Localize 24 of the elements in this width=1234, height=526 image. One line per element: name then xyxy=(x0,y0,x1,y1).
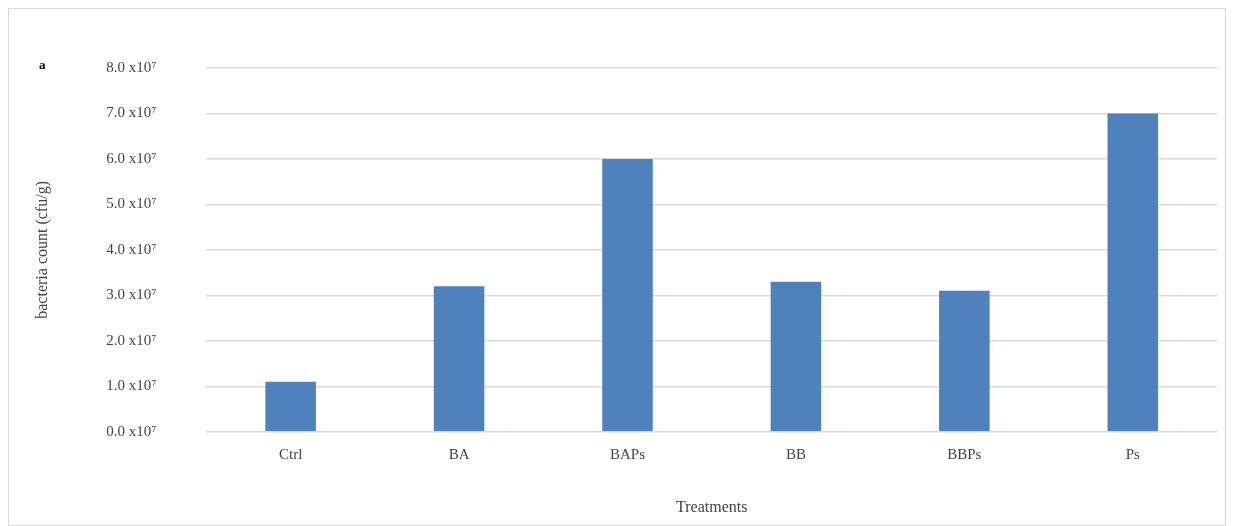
x-axis-title: Treatments xyxy=(676,497,748,515)
y-tick-label: 3.0 x10⁷ xyxy=(106,286,157,303)
x-tick-label: BB xyxy=(785,445,806,462)
y-tick-label: 6.0 x10⁷ xyxy=(106,149,157,166)
y-tick-label: 0.0 x10⁷ xyxy=(106,422,157,439)
bar xyxy=(770,281,822,432)
y-tick-label: 8.0 x10⁷ xyxy=(106,58,157,75)
y-axis-title: bacteria count (cfu/g) xyxy=(32,181,51,319)
y-tick-label: 2.0 x10⁷ xyxy=(106,331,157,348)
x-tick-label: BAPs xyxy=(609,445,646,462)
x-tick-label: Ctrl xyxy=(278,445,303,462)
bar xyxy=(939,290,990,432)
y-tick-label: 5.0 x10⁷ xyxy=(106,195,157,212)
y-tick-label: 7.0 x10⁷ xyxy=(106,104,157,121)
bar xyxy=(433,286,485,432)
bar xyxy=(265,381,316,432)
bar xyxy=(1107,113,1159,432)
y-tick-label: 1.0 x10⁷ xyxy=(106,377,157,394)
x-tick-label: BBPs xyxy=(947,445,982,462)
x-tick-label: Ps xyxy=(1125,445,1141,462)
bar xyxy=(602,158,653,432)
text: a xyxy=(39,57,46,73)
y-tick-label: 4.0 x10⁷ xyxy=(106,240,157,257)
x-tick-label: BA xyxy=(448,445,470,462)
